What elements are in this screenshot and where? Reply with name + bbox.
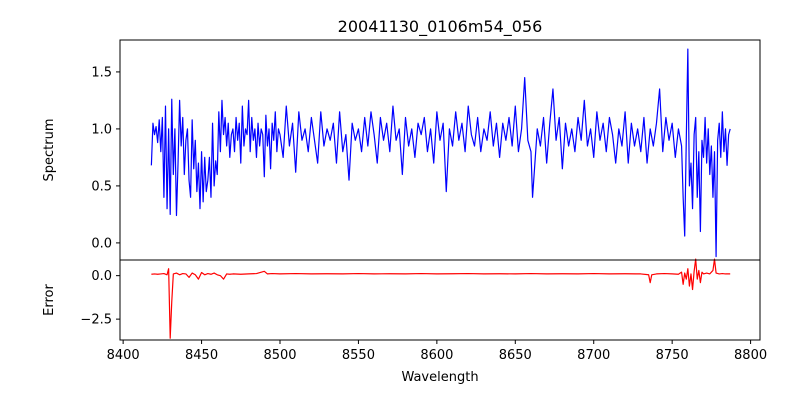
spectrum-series-group [150,48,731,258]
spectrum-plot-area [120,40,760,260]
error-y-axis-label: Error [42,284,57,316]
error-axes-frame [119,259,761,341]
x-tick-label: 8700 [577,348,610,363]
error-panel: 0.0 −2.5 8400 8450 8500 8550 8600 8650 8700 8750… [42,258,767,385]
spectrum-y-tick-label: 1.0 [91,122,112,137]
error-plot-area [120,260,760,340]
x-tick-label: 8500 [263,348,296,363]
chart-title: 20041130_0106m54_056 [338,17,543,37]
spectrum-y-axis-label: Spectrum [42,119,57,182]
error-y-tick-label: 0.0 [91,269,112,284]
x-tick-label: 8800 [734,348,767,363]
spectrum-y-ticks: 0.0 0.5 1.0 1.5 [91,65,120,251]
error-series-group [151,258,731,339]
x-tick-label: 8400 [107,348,140,363]
error-y-tick-label: −2.5 [80,313,112,328]
spectrum-y-tick-label: 0.5 [91,179,112,194]
x-tick-label: 8550 [342,348,375,363]
spectrum-panel: 0.0 0.5 1.0 1.5 Spectrum [42,39,761,261]
x-tick-label: 8750 [656,348,689,363]
x-tick-label: 8450 [185,348,218,363]
x-tick-label: 8600 [420,348,453,363]
spectrum-y-tick-label: 0.0 [91,236,112,251]
error-y-ticks: 0.0 −2.5 [80,269,120,328]
spectrum-series-line [150,48,731,258]
error-x-ticks: 8400 8450 8500 8550 8600 8650 8700 8750 8800 [107,340,767,363]
x-tick-label: 8650 [499,348,532,363]
x-axis-label: Wavelength [401,370,478,385]
spectrum-y-tick-label: 1.5 [91,65,112,80]
error-series-line [151,258,731,339]
